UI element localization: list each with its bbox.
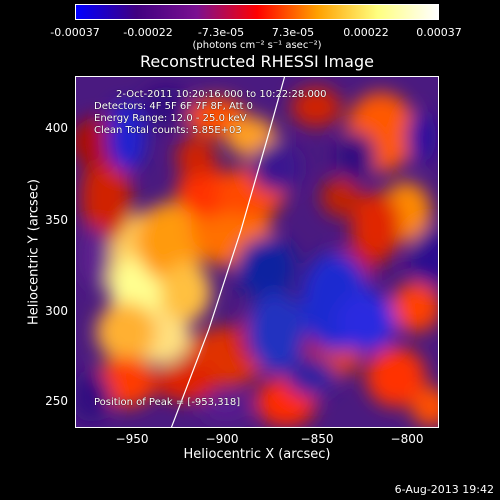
peak-annotation: Position of Peak = [-953,318]: [94, 397, 241, 408]
x-tick-label: −850: [300, 432, 334, 446]
heatmap-blob: [136, 202, 206, 282]
y-tick-label: 250: [45, 394, 68, 408]
x-tick-label: −900: [205, 432, 239, 446]
heatmap-blob: [391, 282, 438, 332]
heatmap-blob: [81, 152, 131, 242]
heatmap-blobs: [76, 87, 438, 427]
plot-area: 2-Oct-2011 10:20:16.000 to 10:22:28.000 …: [75, 76, 439, 428]
heatmap-svg: [76, 77, 438, 427]
y-tick-label: 300: [45, 304, 68, 318]
heatmap-blob: [81, 227, 111, 287]
heatmap-blob: [236, 237, 296, 297]
energy-annotation: Energy Range: 12.0 - 25.0 keV: [94, 113, 247, 124]
heatmap-blob: [76, 372, 111, 422]
heatmap-blob: [96, 357, 156, 407]
y-tick-label: 400: [45, 121, 68, 135]
time-annotation: 2-Oct-2011 10:20:16.000 to 10:22:28.000: [116, 89, 327, 100]
colorbar-tick: -0.00022: [123, 26, 173, 39]
heatmap-blob: [411, 227, 438, 287]
heatmap-blob: [336, 292, 396, 352]
chart-title: Reconstructed RHESSI Image: [140, 52, 374, 71]
heatmap-blob: [141, 87, 191, 127]
heatmap-blob: [406, 112, 436, 162]
heatmap-blob: [96, 302, 156, 362]
y-axis-label: Heliocentric Y (arcsec): [26, 179, 42, 325]
heatmap-blob: [321, 177, 361, 217]
colorbar-units: (photons cm⁻² s⁻¹ asec⁻²): [192, 40, 322, 51]
colorbar-tick: 7.3e-05: [271, 26, 315, 39]
heatmap-blob: [286, 357, 336, 397]
colorbar-tick: 0.00037: [416, 26, 462, 39]
colorbar-tick: -0.00037: [50, 26, 100, 39]
footer-date: 6-Aug-2013 19:42: [394, 483, 494, 496]
heatmap-blob: [336, 132, 376, 182]
heatmap-blob: [246, 292, 306, 372]
heatmap-blob: [201, 392, 251, 422]
detectors-annotation: Detectors: 4F 5F 6F 7F 8F, Att 0: [94, 101, 254, 112]
heatmap-blob: [106, 102, 146, 172]
y-tick-label: 350: [45, 213, 68, 227]
heatmap-blob: [251, 142, 301, 192]
heatmap-blob: [156, 362, 216, 402]
colorbar-tick: -7.3e-05: [197, 26, 245, 39]
heatmap-blob: [351, 192, 401, 262]
solar-limb-line: [170, 77, 286, 427]
heatmap-blob: [161, 262, 211, 322]
heatmap-blob: [176, 137, 216, 177]
x-tick-label: −950: [115, 432, 149, 446]
heatmap-blob: [291, 87, 341, 127]
x-tick-label: −800: [390, 432, 424, 446]
heatmap-blob: [366, 347, 426, 407]
heatmap-blob: [411, 387, 438, 427]
x-axis-label: Heliocentric X (arcsec): [183, 447, 331, 462]
colorbar-tick: 0.00022: [343, 26, 389, 39]
colorbar: [75, 4, 439, 20]
clean-annotation: Clean Total counts: 5.85E+03: [94, 125, 242, 136]
